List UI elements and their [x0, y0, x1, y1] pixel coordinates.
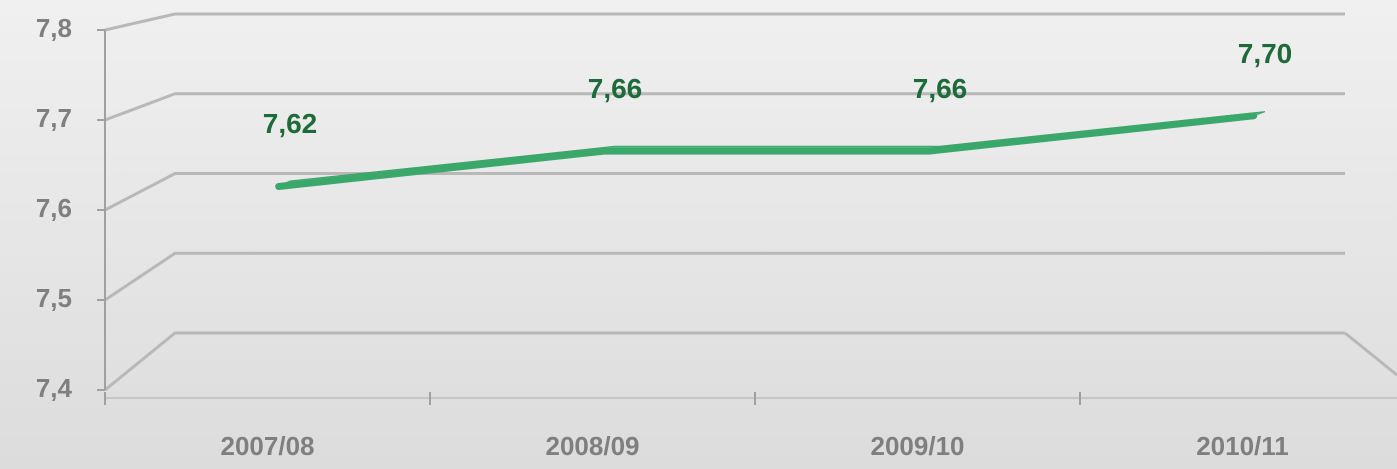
y-tick-label: 7,8 [36, 13, 72, 43]
floor-edge [1344, 331, 1397, 377]
x-tick-label: 2007/08 [221, 431, 315, 461]
grid-line [104, 331, 1345, 392]
data-label: 7,66 [913, 73, 968, 104]
grid-line [104, 172, 1345, 212]
y-tick-label: 7,5 [36, 283, 72, 313]
data-label: 7,66 [588, 73, 643, 104]
line-series [275, 112, 1258, 190]
x-tick-label: 2010/11 [1196, 431, 1289, 461]
x-tick-label: 2009/10 [871, 431, 965, 461]
x-tick-label: 2008/09 [546, 431, 640, 461]
data-label: 7,70 [1238, 38, 1293, 69]
grid-line [104, 12, 1345, 32]
grid-line [104, 92, 1345, 122]
data-label: 7,62 [263, 108, 318, 139]
y-tick-label: 7,6 [36, 193, 72, 223]
grid-line [104, 251, 1345, 302]
y-tick-label: 7,4 [36, 373, 73, 403]
y-tick-label: 7,7 [36, 103, 72, 133]
